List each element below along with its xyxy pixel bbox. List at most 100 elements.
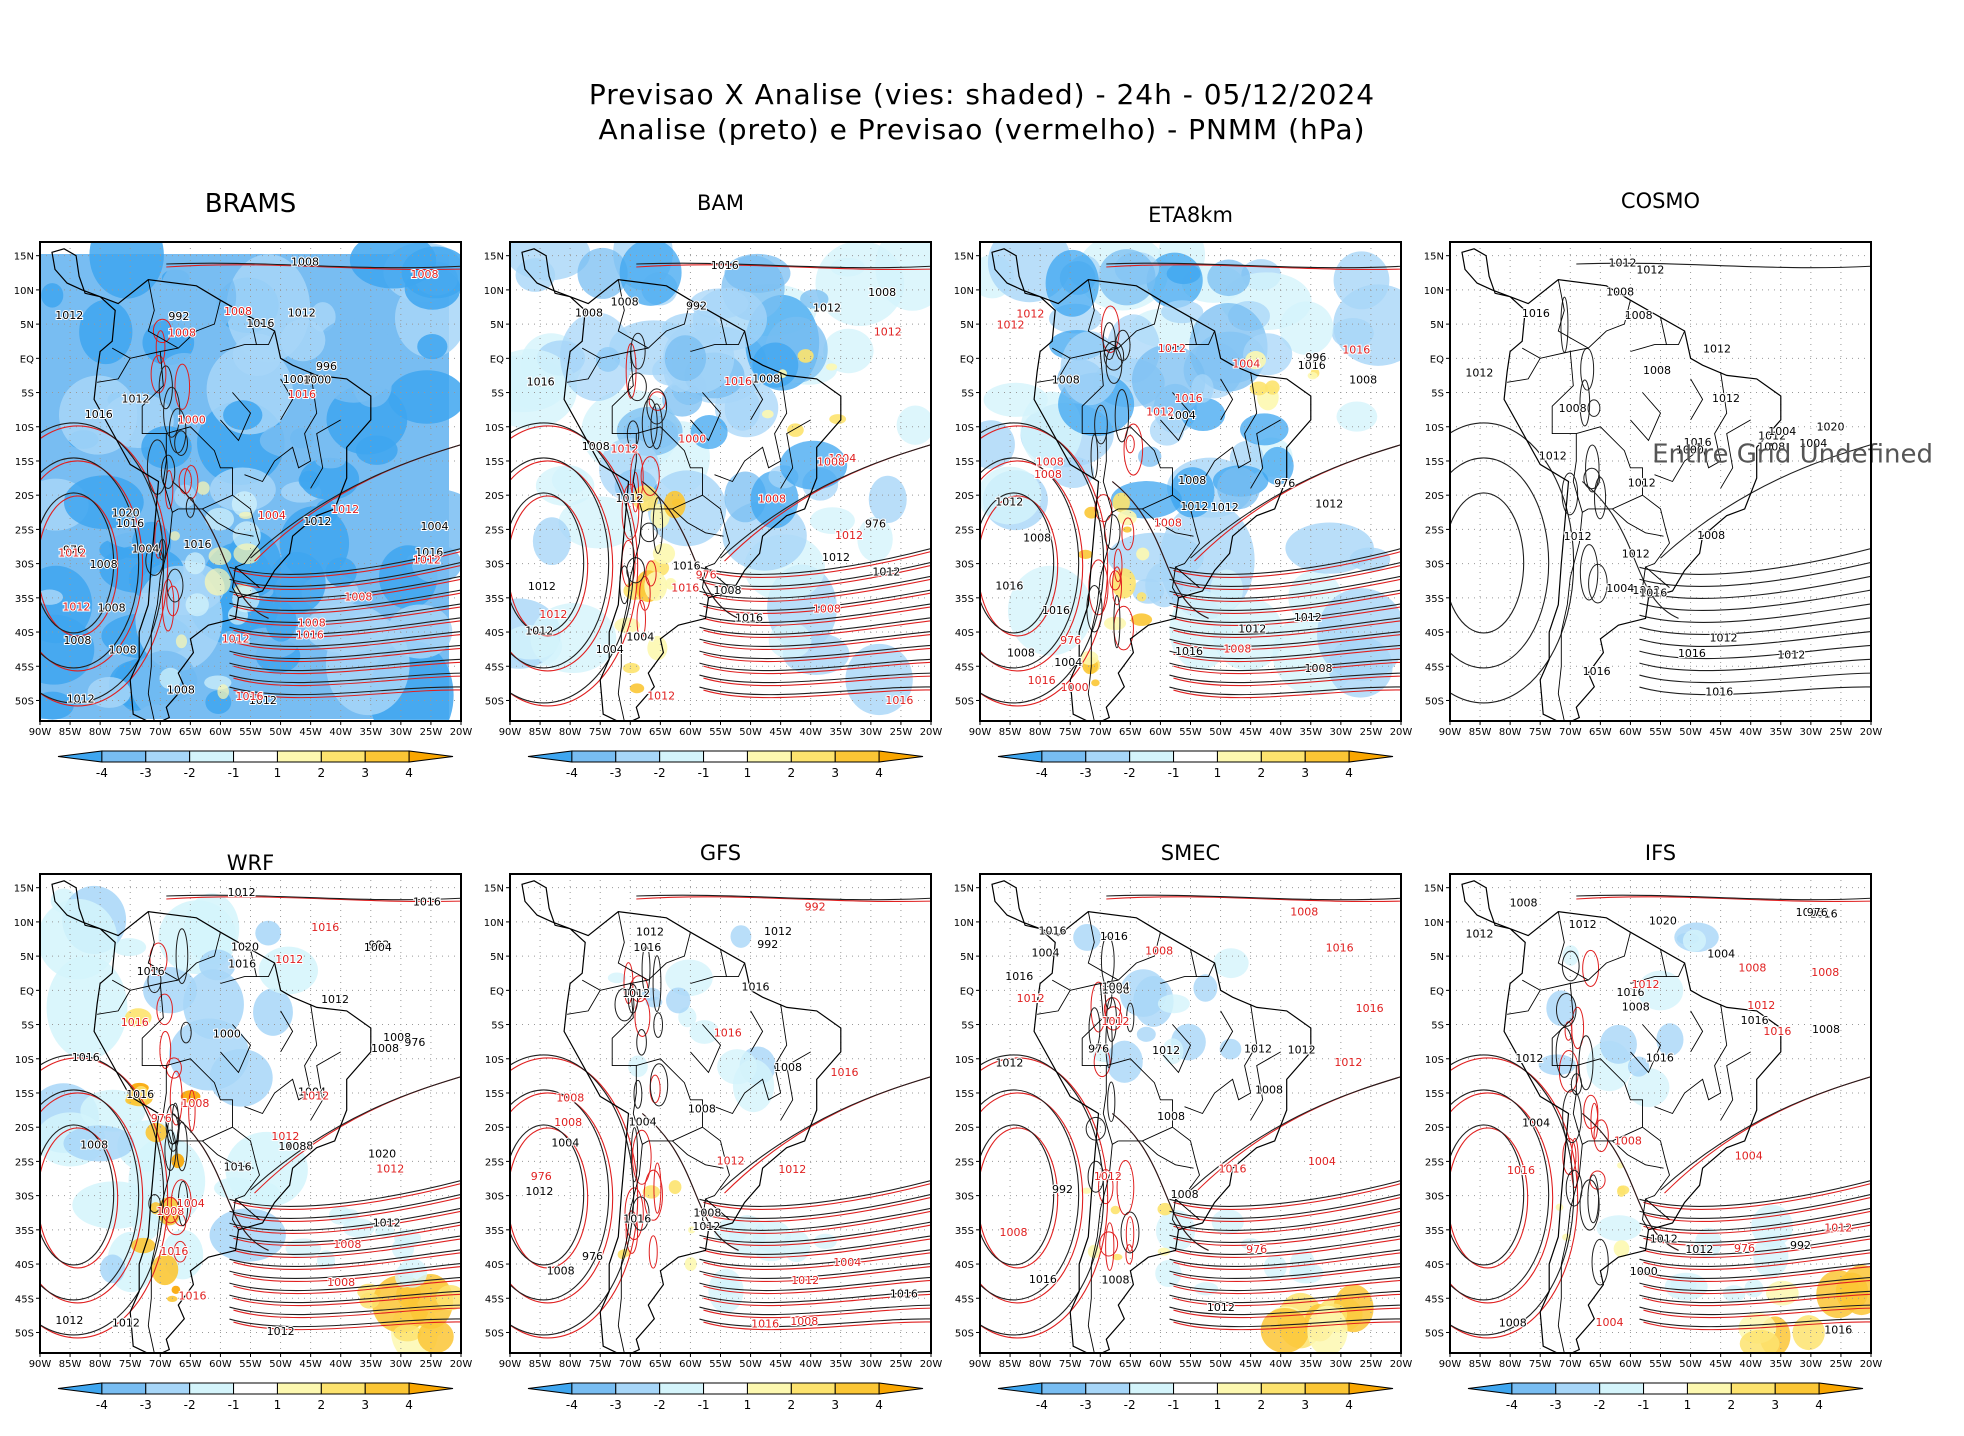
analysis-contour-label: 1012 xyxy=(249,694,277,707)
isobar xyxy=(980,1127,1059,1269)
map-area: 1012101610121008100810121016101610121008… xyxy=(510,874,931,1353)
isobar xyxy=(630,452,644,502)
country-border xyxy=(220,949,258,984)
isobar xyxy=(233,1224,461,1246)
isobar xyxy=(699,561,931,587)
colorbar-segment xyxy=(189,1382,235,1395)
map-area: 1012101210081008100810121016100810121016… xyxy=(40,242,461,721)
country-border xyxy=(611,932,730,1220)
colorbar-label: -1 xyxy=(1638,1398,1650,1412)
colorbar-segment xyxy=(364,750,410,763)
isobar xyxy=(1643,1238,1871,1258)
bias-shade xyxy=(391,488,461,556)
isobar xyxy=(632,1129,652,1185)
bias-shade xyxy=(980,420,1015,469)
analysis-contour-label: 1004 xyxy=(551,1137,579,1150)
isobar xyxy=(229,1276,461,1292)
forecast-contour-label: 1012 xyxy=(791,1274,819,1287)
country-border xyxy=(1690,1010,1704,1053)
isobar xyxy=(703,675,931,687)
isobar xyxy=(1450,457,1550,669)
forecast-contour-label: 1012 xyxy=(1824,1221,1852,1234)
isobar xyxy=(631,471,640,513)
lat-label: 15S xyxy=(1425,1089,1444,1100)
colorbar-arrow-right xyxy=(878,750,924,763)
colorbar-label: -4 xyxy=(96,766,108,780)
colorbar: -4 -3 -2 -1 1 2 3 4 xyxy=(57,1382,454,1412)
lat-label: 10S xyxy=(955,1055,974,1066)
isobar xyxy=(1643,1293,1871,1307)
lon-label: 35W xyxy=(359,1359,382,1370)
analysis-contour-label: 1008 xyxy=(1023,532,1051,545)
isobar xyxy=(1101,305,1120,354)
analysis-contour-label: 1016 xyxy=(890,1288,918,1301)
lon-label: 65W xyxy=(1119,1359,1142,1370)
lat-label: 45S xyxy=(485,1294,504,1305)
bias-shade xyxy=(724,253,791,293)
colorbar-label: -4 xyxy=(96,1398,108,1412)
isobar xyxy=(699,672,931,684)
isobar xyxy=(1169,644,1401,660)
isobar xyxy=(1169,561,1401,587)
colorbar-label: -1 xyxy=(698,766,710,780)
coastline xyxy=(93,910,372,1353)
panel-brams: 1012101210081008100810121016100810121016… xyxy=(14,189,473,780)
colorbar-label: -2 xyxy=(1594,1398,1606,1412)
bias-shade xyxy=(896,405,931,445)
isobar xyxy=(185,496,195,518)
lon-label: 90W xyxy=(969,727,992,738)
isobar xyxy=(175,928,189,985)
bias-shade xyxy=(1103,616,1127,631)
bias-shade xyxy=(388,370,461,424)
colorbar-segment xyxy=(746,1382,792,1395)
panel-title: WRF xyxy=(227,851,274,875)
bias-shade xyxy=(1106,1040,1143,1083)
panel-title: BRAMS xyxy=(205,189,297,219)
analysis-contour-label: 1004 xyxy=(1606,582,1634,595)
isobar xyxy=(1169,1304,1401,1316)
lat-label: 50S xyxy=(15,696,34,707)
isobar xyxy=(648,1235,658,1269)
country-border xyxy=(256,330,276,346)
bias-shade xyxy=(1112,492,1130,513)
country-border xyxy=(232,1198,239,1231)
country-border xyxy=(690,317,728,352)
colorbar-segment xyxy=(320,750,366,763)
isobar xyxy=(1639,617,1871,635)
panel-eta8km: 1012101610121008100810081012101210161016… xyxy=(954,203,1413,780)
bias-shade xyxy=(647,470,727,547)
analysis-contour-label: 1016 xyxy=(527,376,555,389)
bias-shade xyxy=(1613,1240,1630,1258)
colorbar-segment xyxy=(571,750,617,763)
isobar xyxy=(1169,1235,1401,1255)
analysis-contour-label: 1020 xyxy=(1816,420,1844,433)
bias-shade xyxy=(169,531,180,541)
lon-label: 20W xyxy=(1860,727,1883,738)
lon-label: 20W xyxy=(1390,727,1413,738)
isobar xyxy=(1579,544,1599,601)
bias-shade xyxy=(1166,263,1201,285)
lon-label: 65W xyxy=(1119,727,1142,738)
isobar xyxy=(1169,603,1401,623)
isobar xyxy=(1093,1047,1111,1078)
isobar xyxy=(166,264,461,271)
bias-shade xyxy=(315,453,346,469)
isobar xyxy=(699,1276,931,1292)
lon-label: 55W xyxy=(1649,1359,1672,1370)
analysis-contour-label: 1004 xyxy=(1102,981,1130,994)
country-border xyxy=(162,433,179,513)
country-border xyxy=(617,279,649,349)
colorbar-segment xyxy=(276,1382,322,1395)
analysis-contour-label: 1012 xyxy=(121,392,149,405)
isobar xyxy=(1173,592,1401,614)
country-border xyxy=(147,279,179,349)
analysis-contour-label: 1012 xyxy=(995,495,1023,508)
lat-label: 20S xyxy=(15,1123,34,1134)
analysis-contour-label: 1016 xyxy=(623,1213,651,1226)
isobar xyxy=(1639,1235,1871,1255)
colorbar-label: -4 xyxy=(566,766,578,780)
isobar xyxy=(155,330,166,364)
colorbar-segment xyxy=(659,750,705,763)
isobar xyxy=(1639,631,1871,648)
map-area: 1012101210121012100810081012101210121016… xyxy=(1450,242,1871,721)
